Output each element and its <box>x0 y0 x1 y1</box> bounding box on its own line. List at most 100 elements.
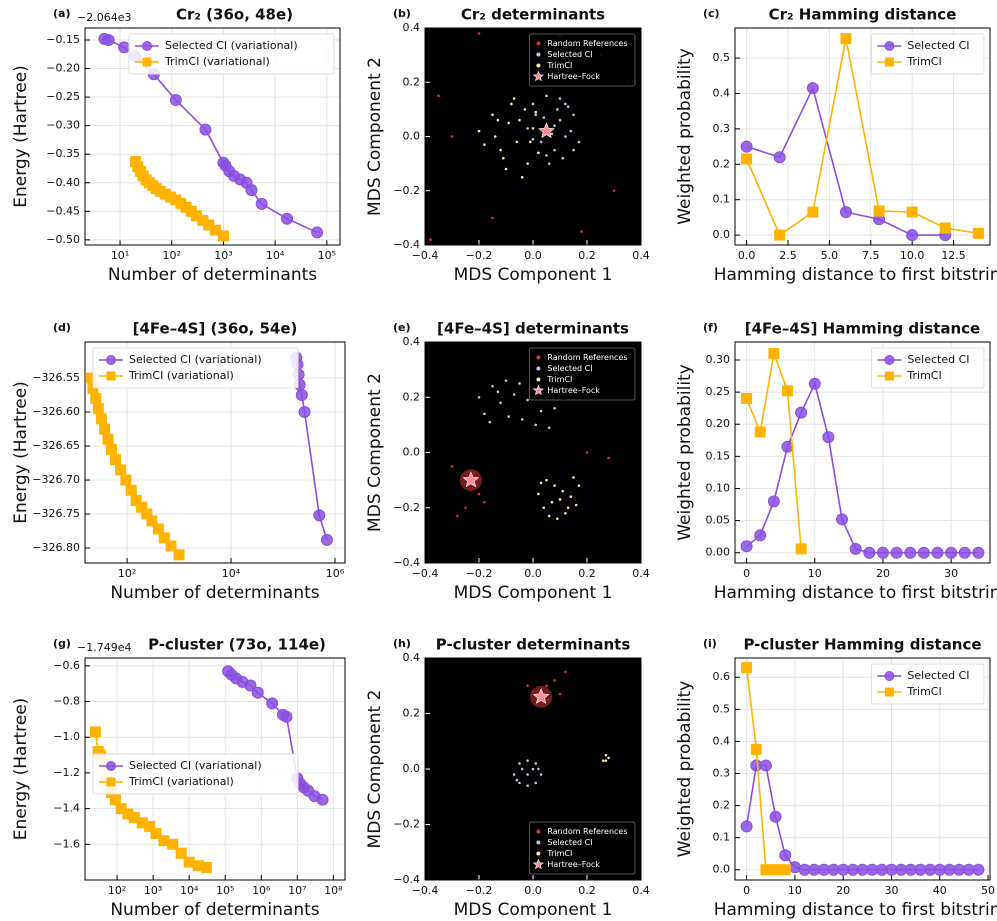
legend-label: Selected CI <box>907 669 969 682</box>
y-tick-label: −0.4 <box>393 873 420 886</box>
x-tick-label: 10⁶ <box>252 884 271 897</box>
y-tick-label: 0.0 <box>713 863 731 876</box>
x-tick-label: 10⁷ <box>288 884 306 897</box>
marker <box>518 762 521 765</box>
marker <box>320 533 333 546</box>
marker <box>99 423 111 435</box>
marker <box>577 484 581 487</box>
marker <box>109 794 121 806</box>
y-tick-label: 0.4 <box>713 86 731 99</box>
marker <box>532 384 544 396</box>
marker <box>917 546 930 559</box>
panel-label: (a) <box>53 7 70 20</box>
y-tick-label: −326.55 <box>32 371 80 384</box>
panel-label: (f) <box>703 321 718 334</box>
chart-title: P-cluster (73o, 114e) <box>148 636 326 654</box>
marker <box>531 767 535 771</box>
marker <box>906 229 919 242</box>
marker <box>298 406 311 419</box>
plot-frame <box>734 341 991 564</box>
marker <box>534 113 537 117</box>
y-tick-label: −1.0 <box>53 730 80 743</box>
y-tick-label: −326.75 <box>32 507 80 520</box>
x-tick-label: 0.0 <box>738 249 756 262</box>
marker <box>496 118 500 122</box>
marker <box>526 784 529 787</box>
marker <box>526 759 529 762</box>
marker <box>564 670 567 674</box>
marker <box>840 33 852 45</box>
legend-box <box>870 33 985 75</box>
x-tick-label: 10⁴ <box>266 249 285 262</box>
marker <box>518 781 521 785</box>
y-tick-label: 0.3 <box>713 122 731 135</box>
plot-frame <box>424 27 642 246</box>
marker <box>740 820 753 833</box>
marker <box>604 759 608 762</box>
marker <box>564 511 567 515</box>
marker <box>169 93 182 106</box>
plot-frame <box>84 341 346 564</box>
marker <box>542 506 546 510</box>
marker <box>547 426 551 429</box>
marker <box>95 413 107 425</box>
marker <box>553 148 556 152</box>
marker <box>601 759 605 762</box>
legend-label: Selected CI (variational) <box>165 39 298 52</box>
legend-label: TrimCI <box>546 849 572 858</box>
y-tick-label: −0.20 <box>46 62 80 75</box>
marker <box>884 355 895 365</box>
marker <box>518 382 521 385</box>
marker <box>167 838 179 850</box>
panel-label: (b) <box>393 7 411 20</box>
x-tick-label: 10⁴ <box>180 884 199 897</box>
y-tick-label: −1.4 <box>53 802 80 815</box>
marker <box>183 856 195 868</box>
y-tick-label: −1.2 <box>53 766 80 779</box>
y-tick-label: −326.60 <box>32 405 80 418</box>
marker <box>806 82 819 95</box>
y-axis-label: MDS Component 2 <box>365 57 385 216</box>
marker <box>477 492 481 496</box>
marker <box>491 113 494 117</box>
marker <box>863 546 876 559</box>
chart-title: [4Fe–4S] Hamming distance <box>745 320 980 338</box>
y-tick-label: −0.40 <box>46 176 80 189</box>
marker <box>767 495 780 508</box>
panel-label: (g) <box>53 637 71 650</box>
marker <box>539 140 543 144</box>
marker <box>536 366 541 371</box>
x-tick-label: 40 <box>933 884 947 897</box>
marker <box>510 102 513 106</box>
legend-label: Random References <box>547 827 627 836</box>
marker <box>773 151 786 164</box>
marker <box>884 57 894 67</box>
plot-frame <box>424 341 642 564</box>
legend-label: Hartree–Fock <box>547 72 600 81</box>
y-axis-label: MDS Component 2 <box>365 373 385 532</box>
marker <box>873 205 885 217</box>
y-tick-label: 0.00 <box>706 546 731 559</box>
offset-text: −1.749e4 <box>77 641 131 654</box>
marker <box>483 412 486 416</box>
chart-title: Cr₂ (36o, 48e) <box>176 6 293 24</box>
marker <box>564 102 567 106</box>
y-tick-label: 0.0 <box>403 446 421 459</box>
marker <box>536 41 541 46</box>
marker <box>536 829 541 834</box>
y-tick-label: 0.15 <box>706 449 731 462</box>
marker <box>89 726 101 738</box>
x-tick-label: 0.0 <box>524 884 542 897</box>
marker <box>931 546 944 559</box>
marker <box>520 175 524 179</box>
marker <box>529 140 532 144</box>
y-tick-label: −0.2 <box>393 501 420 514</box>
x-tick-label: 10.0 <box>900 249 925 262</box>
x-tick-label: 50 <box>981 884 995 897</box>
marker <box>158 532 170 544</box>
marker <box>536 63 541 68</box>
marker <box>537 492 540 496</box>
x-tick-label: 10⁵ <box>318 249 336 262</box>
marker <box>538 122 555 139</box>
legend-label: Hartree–Fock <box>547 860 600 869</box>
